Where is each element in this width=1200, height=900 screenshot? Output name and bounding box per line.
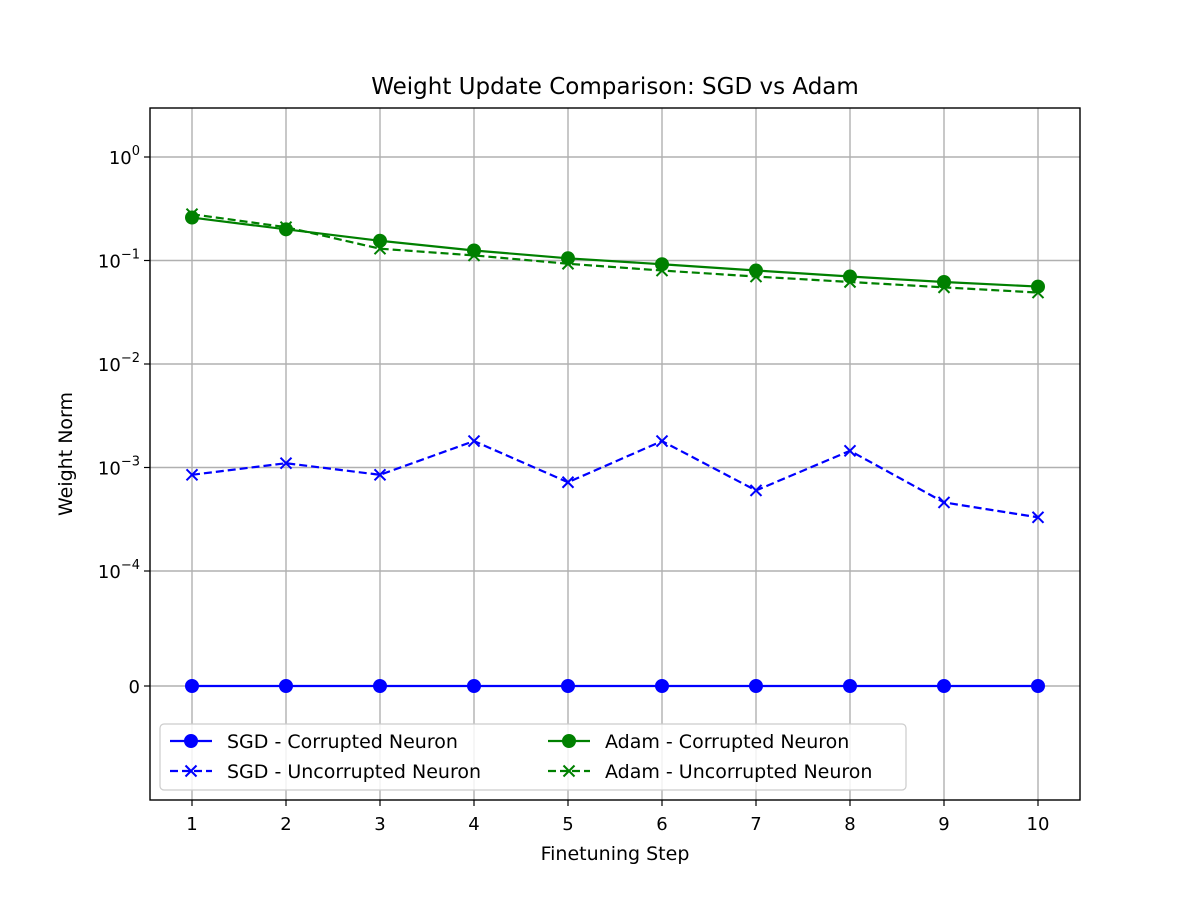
legend-entry-adam-uncorrupted-neuron: Adam - Uncorrupted Neuron <box>548 761 872 783</box>
data-point-adam-uncorrupted-neuron <box>279 220 293 234</box>
y-tick-label: 100 <box>109 144 140 169</box>
legend: SGD - Corrupted Neuron SGD - Uncorrupted … <box>159 723 907 791</box>
series-layer <box>185 208 1045 693</box>
data-point-sgd-uncorrupted-neuron <box>373 468 387 482</box>
data-point-sgd-corrupted-neuron <box>1031 679 1045 693</box>
data-point-sgd-uncorrupted-neuron <box>561 476 575 489</box>
series-line-adam-corrupted-neuron <box>191 216 1039 288</box>
legend-box <box>159 723 907 791</box>
data-point-sgd-uncorrupted-neuron <box>655 434 669 448</box>
series-adam-uncorrupted-neuron <box>185 208 1045 299</box>
x-tick-label: 3 <box>374 814 385 835</box>
data-point-adam-uncorrupted-neuron <box>373 242 387 255</box>
x-tick-label: 4 <box>468 814 479 835</box>
data-point-sgd-corrupted-neuron <box>937 679 951 693</box>
series-line-sgd-uncorrupted-neuron <box>191 439 1039 519</box>
data-point-sgd-corrupted-neuron <box>467 679 481 693</box>
data-point-sgd-uncorrupted-neuron <box>467 434 481 448</box>
series-sgd-corrupted-neuron <box>185 679 1045 693</box>
y-tick-label: 10−2 <box>98 351 140 376</box>
x-axis-ticks: 1 2 3 4 5 6 7 8 9 10 <box>186 800 1049 835</box>
legend-swatch-marker <box>562 764 576 778</box>
legend-label: SGD - Corrupted Neuron <box>227 731 458 753</box>
data-point-sgd-corrupted-neuron <box>655 679 669 693</box>
data-point-sgd-corrupted-neuron <box>279 679 293 693</box>
data-point-sgd-corrupted-neuron <box>843 679 857 693</box>
data-point-sgd-uncorrupted-neuron <box>749 484 763 497</box>
data-point-sgd-uncorrupted-neuron <box>937 496 951 509</box>
data-point-adam-corrupted-neuron <box>1031 279 1045 294</box>
series-line-adam-uncorrupted-neuron <box>191 213 1039 294</box>
grid <box>150 108 1080 800</box>
legend-label: SGD - Uncorrupted Neuron <box>227 761 481 783</box>
data-point-adam-uncorrupted-neuron <box>467 249 481 262</box>
y-tick-label: 10−4 <box>98 558 140 583</box>
data-point-adam-uncorrupted-neuron <box>655 264 669 277</box>
data-point-sgd-corrupted-neuron <box>373 679 387 693</box>
data-point-adam-uncorrupted-neuron <box>561 257 575 270</box>
data-point-adam-uncorrupted-neuron <box>749 270 763 283</box>
data-point-adam-corrupted-neuron <box>655 257 669 272</box>
x-tick-label: 9 <box>938 814 949 835</box>
x-tick-label: 6 <box>656 814 667 835</box>
y-tick-label: 0 <box>129 677 140 698</box>
chart-title: Weight Update Comparison: SGD vs Adam <box>371 74 859 100</box>
data-point-adam-uncorrupted-neuron <box>937 281 951 294</box>
data-point-sgd-uncorrupted-neuron <box>279 457 293 470</box>
data-point-adam-uncorrupted-neuron <box>185 208 199 221</box>
legend-label: Adam - Uncorrupted Neuron <box>605 761 872 783</box>
y-tick-label: 10−1 <box>98 248 140 273</box>
legend-entry-sgd-corrupted-neuron: SGD - Corrupted Neuron <box>170 731 458 753</box>
x-tick-label: 1 <box>186 814 197 835</box>
data-point-sgd-corrupted-neuron <box>561 679 575 693</box>
data-point-adam-corrupted-neuron <box>467 243 481 258</box>
y-axis-label: Weight Norm <box>55 392 77 516</box>
data-point-sgd-uncorrupted-neuron <box>1031 511 1045 524</box>
data-point-sgd-corrupted-neuron <box>185 679 199 693</box>
legend-label: Adam - Corrupted Neuron <box>605 731 849 753</box>
legend-swatch-marker <box>184 734 198 748</box>
x-tick-label: 2 <box>280 814 291 835</box>
x-tick-label: 5 <box>562 814 573 835</box>
legend-swatch-marker <box>562 734 576 748</box>
legend-entry-sgd-uncorrupted-neuron: SGD - Uncorrupted Neuron <box>170 761 481 783</box>
data-point-adam-uncorrupted-neuron <box>1031 286 1045 299</box>
legend-swatch-marker <box>184 764 198 778</box>
data-point-adam-corrupted-neuron <box>749 263 763 278</box>
series-sgd-uncorrupted-neuron <box>185 434 1045 524</box>
data-point-sgd-corrupted-neuron <box>749 679 763 693</box>
y-tick-label: 10−3 <box>98 455 140 480</box>
data-point-sgd-uncorrupted-neuron <box>843 444 857 458</box>
y-axis-ticks: 100 10−1 10−2 10−3 10−4 0 <box>98 144 150 698</box>
plot-frame <box>149 107 1081 801</box>
x-tick-label: 8 <box>844 814 855 835</box>
x-tick-label: 7 <box>750 814 761 835</box>
x-tick-label: 10 <box>1027 814 1050 835</box>
series-adam-corrupted-neuron <box>185 210 1045 294</box>
data-point-sgd-uncorrupted-neuron <box>185 468 199 482</box>
data-point-adam-uncorrupted-neuron <box>843 275 857 289</box>
legend-entry-adam-corrupted-neuron: Adam - Corrupted Neuron <box>548 731 849 753</box>
data-point-adam-corrupted-neuron <box>279 222 293 237</box>
x-axis-label: Finetuning Step <box>541 843 690 865</box>
